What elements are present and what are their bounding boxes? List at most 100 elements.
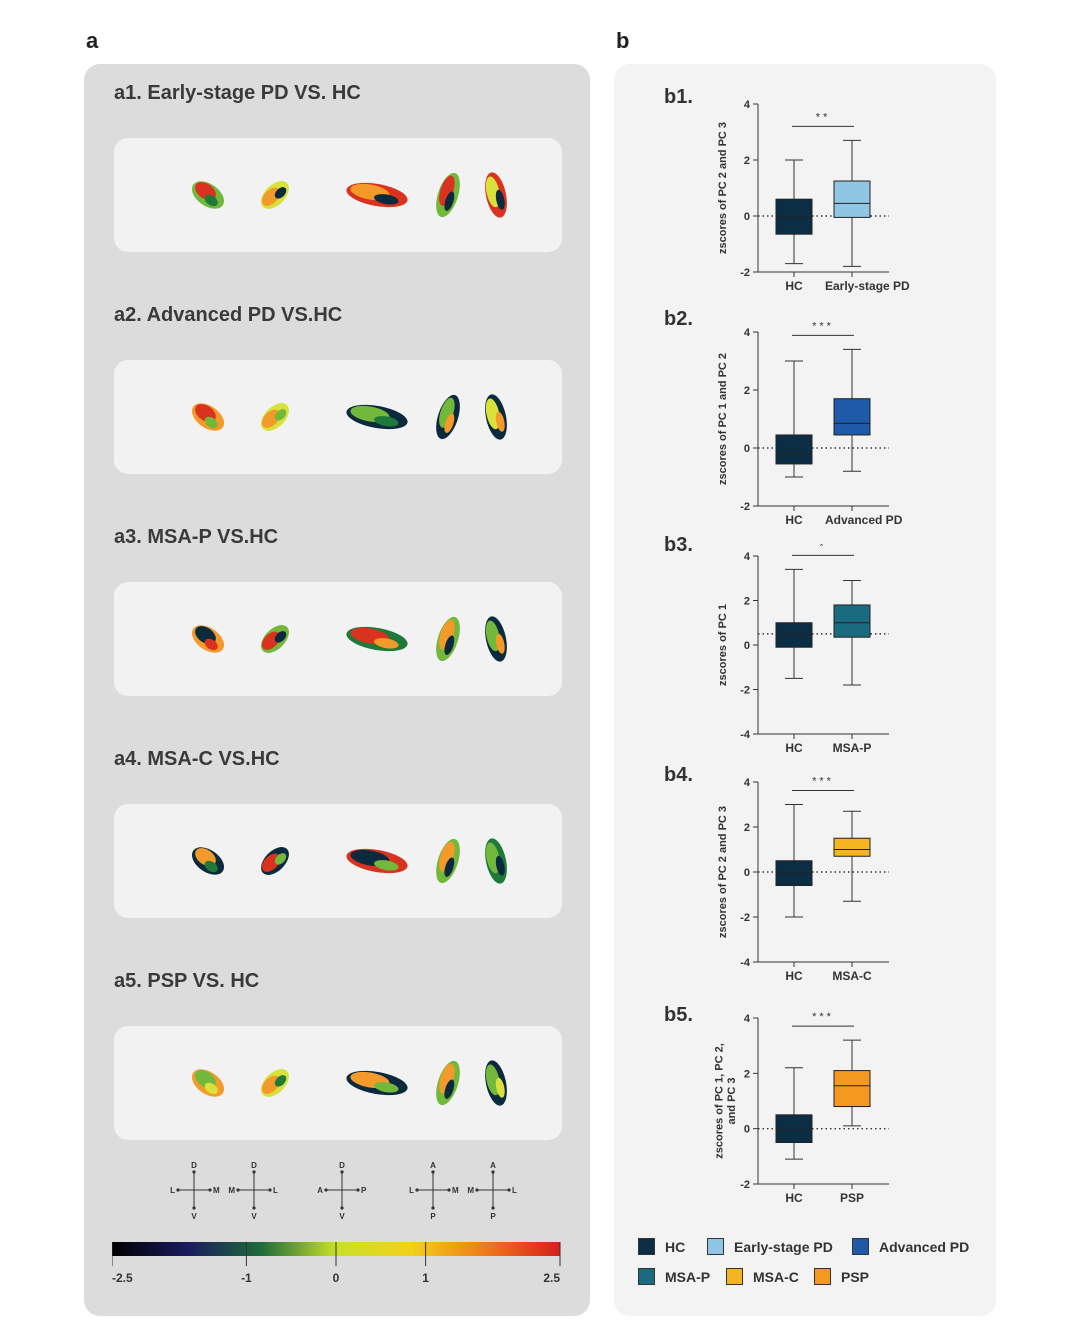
orientation-label: P xyxy=(490,1212,496,1221)
orientation-label: M xyxy=(452,1186,459,1195)
y-tick-label: -2 xyxy=(740,912,750,924)
boxplot-b4: zscores of PC 2 and PC 3 -4 -2 0 2 4 HC MSA-C **… xyxy=(717,776,889,983)
brain-region-blob xyxy=(191,1069,225,1097)
legend-label: MSA-P xyxy=(665,1268,711,1285)
group-label: MSA-P xyxy=(833,741,872,755)
brain-region-blob xyxy=(436,838,460,884)
boxplot-panel: b1. zscores of PC 2 and PC 3 -2 0 2 4 HC Early… xyxy=(614,64,996,1316)
box xyxy=(833,180,871,218)
brain-region-blob xyxy=(436,616,460,662)
brain-region-blob xyxy=(346,848,408,874)
orientation-label: V xyxy=(191,1212,197,1221)
legend-item-msa-p: MSA-P xyxy=(638,1268,710,1285)
box xyxy=(833,604,871,638)
orientation-label: V xyxy=(251,1212,257,1221)
group-label: HC xyxy=(785,1191,803,1204)
orientation-label: P xyxy=(430,1212,436,1221)
brain-region-blob xyxy=(191,625,225,653)
y-tick-label: 2 xyxy=(744,596,750,608)
legend-swatch xyxy=(814,1268,831,1285)
group-label: HC xyxy=(785,513,803,527)
legend-label: PSP xyxy=(841,1268,870,1285)
y-tick-label: 2 xyxy=(744,1068,750,1080)
orientation-label: M xyxy=(467,1186,474,1195)
y-tick-label: -4 xyxy=(740,729,751,741)
orientation-indicators: D V L M D V M L D V A P A P L M A P M L xyxy=(170,1161,517,1221)
box xyxy=(833,1070,871,1108)
brain-region-blob xyxy=(191,847,225,875)
group-label: HC xyxy=(785,279,803,293)
brain-region-blob xyxy=(485,1060,507,1106)
orientation-label: L xyxy=(273,1186,278,1195)
y-tick-label: -2 xyxy=(740,501,750,513)
comparison-title-a4: a4. MSA-C VS.HC xyxy=(114,748,280,770)
brain-region-blob xyxy=(191,181,225,209)
comparison-title-a3: a3. MSA-P VS.HC xyxy=(114,526,279,548)
orientation-label: M xyxy=(213,1186,220,1195)
y-tick-label: -4 xyxy=(740,957,751,969)
colorbar-tick-label: 2.5 xyxy=(543,1271,560,1285)
panel-b-letter: b xyxy=(616,28,630,53)
legend-swatch xyxy=(726,1268,743,1285)
box xyxy=(775,434,813,465)
significance-label: *** xyxy=(812,1011,834,1023)
chart-label-b2: b2. xyxy=(664,308,693,330)
colorbar-tick-label: 1 xyxy=(422,1271,429,1285)
y-tick-label: 2 xyxy=(744,822,750,834)
comparison-title-a1: a1. Early-stage PD VS. HC xyxy=(114,82,361,104)
legend-swatch xyxy=(852,1238,869,1255)
legend-item-psp: PSP xyxy=(814,1268,869,1285)
orientation-cross: A P L M xyxy=(409,1161,459,1221)
orientation-label: P xyxy=(361,1186,367,1195)
orientation-label: A xyxy=(490,1161,496,1170)
orientation-label: A xyxy=(317,1186,323,1195)
brain-region-blob xyxy=(485,394,507,440)
y-tick-label: 0 xyxy=(744,443,750,455)
brain-region-blob xyxy=(261,181,289,209)
orientation-label: L xyxy=(512,1186,517,1195)
legend-label: Advanced PD xyxy=(879,1238,970,1255)
group-label: PSP xyxy=(840,1191,864,1204)
legend-label: MSA-C xyxy=(753,1268,799,1285)
brain-maps-panel: a1. Early-stage PD VS. HC a2. Advanced P… xyxy=(84,64,590,1316)
colorbar: -2.5 -1 0 1 2.5 xyxy=(112,1242,561,1285)
colorbar-tick-label: -1 xyxy=(241,1271,252,1285)
y-tick-label: 0 xyxy=(744,640,750,652)
brain-region-blob xyxy=(261,625,289,653)
panel-a-letter: a xyxy=(86,28,99,53)
brain-region-blob xyxy=(485,838,507,884)
boxplot-b1: zscores of PC 2 and PC 3 -2 0 2 4 HC Early-sta… xyxy=(717,99,910,293)
brain-map-row-a2 xyxy=(114,360,562,474)
brain-region-blob xyxy=(436,1060,460,1106)
brain-region-blob xyxy=(346,182,408,208)
legend-swatch xyxy=(638,1238,655,1255)
significance-label: *** xyxy=(812,320,834,332)
y-tick-label: 4 xyxy=(744,327,751,339)
y-tick-label: -2 xyxy=(740,1179,750,1191)
brain-region-blob xyxy=(436,172,460,218)
orientation-label: D xyxy=(339,1161,345,1170)
legend-item-hc: HC xyxy=(638,1238,685,1255)
boxplot-b5: zscores of PC 1, PC 2,and PC 3 -2 0 2 4 HC PSP… xyxy=(714,1011,889,1204)
colorbar-tick-label: -2.5 xyxy=(112,1271,133,1285)
y-tick-label: 0 xyxy=(744,867,750,879)
boxplot-b2: zscores of PC 1 and PC 2 -2 0 2 4 HC Advanced … xyxy=(717,320,903,527)
brain-region-blob xyxy=(346,626,408,652)
orientation-cross: D V M L xyxy=(228,1161,278,1221)
orientation-label: D xyxy=(191,1161,197,1170)
y-tick-label: 0 xyxy=(744,211,750,223)
brain-map-row-a3 xyxy=(114,582,562,696)
box xyxy=(833,398,871,436)
orientation-label: V xyxy=(339,1212,345,1221)
y-axis-label: zscores of PC 2 and PC 3 xyxy=(717,122,729,254)
significance-label: *** xyxy=(812,776,834,788)
boxplot-b3: zscores of PC 1 -4 -2 0 2 4 HC MSA-P * xyxy=(717,544,889,755)
brain-map-row-a5 xyxy=(114,1026,562,1140)
y-axis-label: zscores of PC 1, PC 2,and PC 3 xyxy=(714,1043,738,1159)
y-tick-label: 4 xyxy=(744,777,751,789)
comparison-title-a5: a5. PSP VS. HC xyxy=(114,970,260,992)
y-tick-label: 2 xyxy=(744,385,750,397)
y-tick-label: 0 xyxy=(744,1124,750,1136)
group-label: Early-stage PD xyxy=(825,279,910,293)
chart-label-b1: b1. xyxy=(664,86,693,108)
